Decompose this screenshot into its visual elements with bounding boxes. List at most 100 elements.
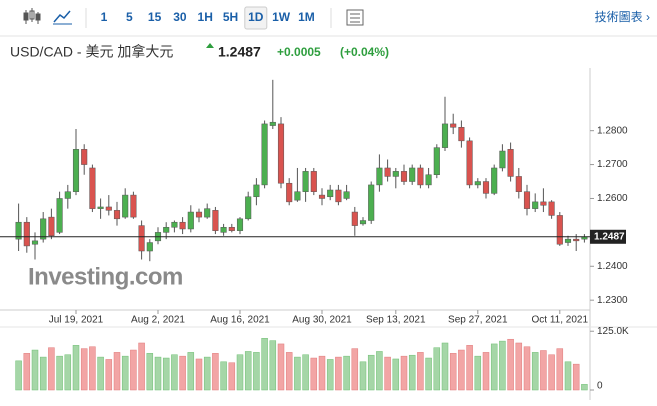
candle-body bbox=[269, 121, 276, 126]
candle-body bbox=[384, 167, 391, 177]
volume-bar bbox=[212, 353, 219, 391]
line-chart-icon[interactable] bbox=[53, 10, 72, 25]
candle-body bbox=[343, 191, 350, 199]
volume-bar bbox=[458, 349, 465, 391]
candle-body bbox=[540, 201, 547, 206]
volume-bar bbox=[244, 351, 252, 391]
candle-body bbox=[163, 227, 170, 233]
candle-body bbox=[564, 238, 572, 243]
candle-body bbox=[318, 194, 326, 199]
candle-body bbox=[523, 191, 531, 209]
y-tick-label: 1.2400 bbox=[597, 261, 628, 272]
candle-body bbox=[81, 149, 88, 165]
interval-button[interactable]: 5H bbox=[223, 10, 238, 24]
volume-bar bbox=[482, 352, 490, 391]
volume-bar bbox=[540, 350, 547, 391]
watermark: Investing.com bbox=[28, 263, 183, 290]
volume-bar bbox=[253, 352, 260, 391]
candle-body bbox=[187, 211, 194, 230]
interval-button[interactable]: 5 bbox=[126, 10, 133, 24]
x-tick-label: Aug 16, 2021 bbox=[210, 315, 270, 326]
candle-body bbox=[351, 211, 358, 226]
x-tick-label: Aug 30, 2021 bbox=[292, 315, 352, 326]
candle-body bbox=[302, 171, 309, 192]
candle-body bbox=[72, 149, 80, 192]
x-tick-label: Sep 27, 2021 bbox=[448, 315, 508, 326]
active-button-bg bbox=[244, 6, 268, 30]
candle-body bbox=[122, 194, 129, 218]
volume-bar bbox=[499, 340, 506, 391]
candle-body bbox=[286, 182, 293, 203]
volume-bar bbox=[97, 356, 104, 391]
volume-bar bbox=[490, 343, 498, 391]
candle-body bbox=[97, 206, 104, 209]
volume-bar bbox=[523, 346, 531, 391]
volume-bar bbox=[326, 359, 334, 391]
candle-body bbox=[31, 240, 39, 245]
volume-bar bbox=[80, 348, 88, 391]
interval-button[interactable]: 1M bbox=[298, 10, 315, 24]
volume-bar bbox=[384, 356, 391, 391]
candle-body bbox=[482, 181, 490, 194]
volume-bar bbox=[466, 345, 473, 391]
volume-bar bbox=[220, 361, 227, 391]
candle-icon[interactable] bbox=[23, 8, 41, 24]
interval-button[interactable]: 30 bbox=[173, 10, 187, 24]
volume-bar bbox=[113, 352, 121, 391]
y-tick-label: 1.2300 bbox=[597, 295, 628, 306]
candle-body bbox=[48, 216, 55, 237]
volume-bar bbox=[261, 338, 268, 391]
volume-bar bbox=[318, 355, 326, 391]
volume-bar bbox=[392, 358, 400, 391]
candle-body bbox=[556, 215, 563, 245]
candle-body bbox=[327, 189, 334, 198]
volume-bar bbox=[367, 354, 375, 391]
volume-bar bbox=[277, 343, 285, 391]
change-percent: (+0.04%) bbox=[340, 45, 389, 59]
interval-button[interactable]: 1W bbox=[272, 10, 291, 24]
volume-bar bbox=[531, 352, 539, 391]
volume-bar bbox=[195, 358, 203, 391]
candle-body bbox=[212, 210, 219, 231]
current-price-box bbox=[590, 229, 626, 244]
candle-body bbox=[204, 208, 211, 218]
candle-body bbox=[130, 194, 137, 218]
volume-bar bbox=[154, 356, 162, 391]
volume-bar bbox=[515, 342, 523, 391]
interval-button[interactable]: 15 bbox=[148, 10, 162, 24]
candle-body bbox=[458, 127, 465, 142]
volume-bar bbox=[236, 354, 244, 391]
volume-bar bbox=[39, 356, 47, 391]
candle-body bbox=[515, 176, 522, 192]
candle-body bbox=[441, 123, 449, 148]
candle-body bbox=[359, 220, 367, 225]
volume-bar bbox=[474, 355, 482, 391]
x-tick-label: Aug 2, 2021 bbox=[131, 315, 185, 326]
volume-bar bbox=[417, 352, 424, 391]
candle-body bbox=[138, 225, 145, 252]
candle-body bbox=[195, 211, 203, 218]
volume-bar bbox=[335, 356, 342, 391]
interval-button[interactable]: 1H bbox=[198, 10, 213, 24]
candle-body bbox=[113, 210, 121, 220]
interval-button[interactable]: 1 bbox=[101, 10, 108, 24]
volume-bar bbox=[408, 354, 416, 391]
volume-bar bbox=[105, 359, 113, 391]
current-price-label: 1.2487 bbox=[594, 231, 625, 242]
candle-body bbox=[532, 201, 539, 209]
volume-bar bbox=[556, 348, 564, 391]
candle-body bbox=[15, 221, 22, 240]
candle-body bbox=[409, 167, 416, 182]
interval-button[interactable]: 1D bbox=[248, 10, 264, 24]
candle-body bbox=[507, 149, 514, 177]
volume-bar bbox=[310, 357, 318, 391]
volume-bar bbox=[31, 349, 39, 391]
y-tick-label: 1.2800 bbox=[597, 125, 628, 136]
indicator-icon[interactable] bbox=[346, 9, 364, 26]
candle-body bbox=[253, 184, 260, 198]
technical-chart-link[interactable]: 技術圖表 › bbox=[595, 10, 650, 24]
volume-tick-label: 0 bbox=[597, 381, 603, 392]
x-tick-label: Sep 13, 2021 bbox=[366, 315, 426, 326]
